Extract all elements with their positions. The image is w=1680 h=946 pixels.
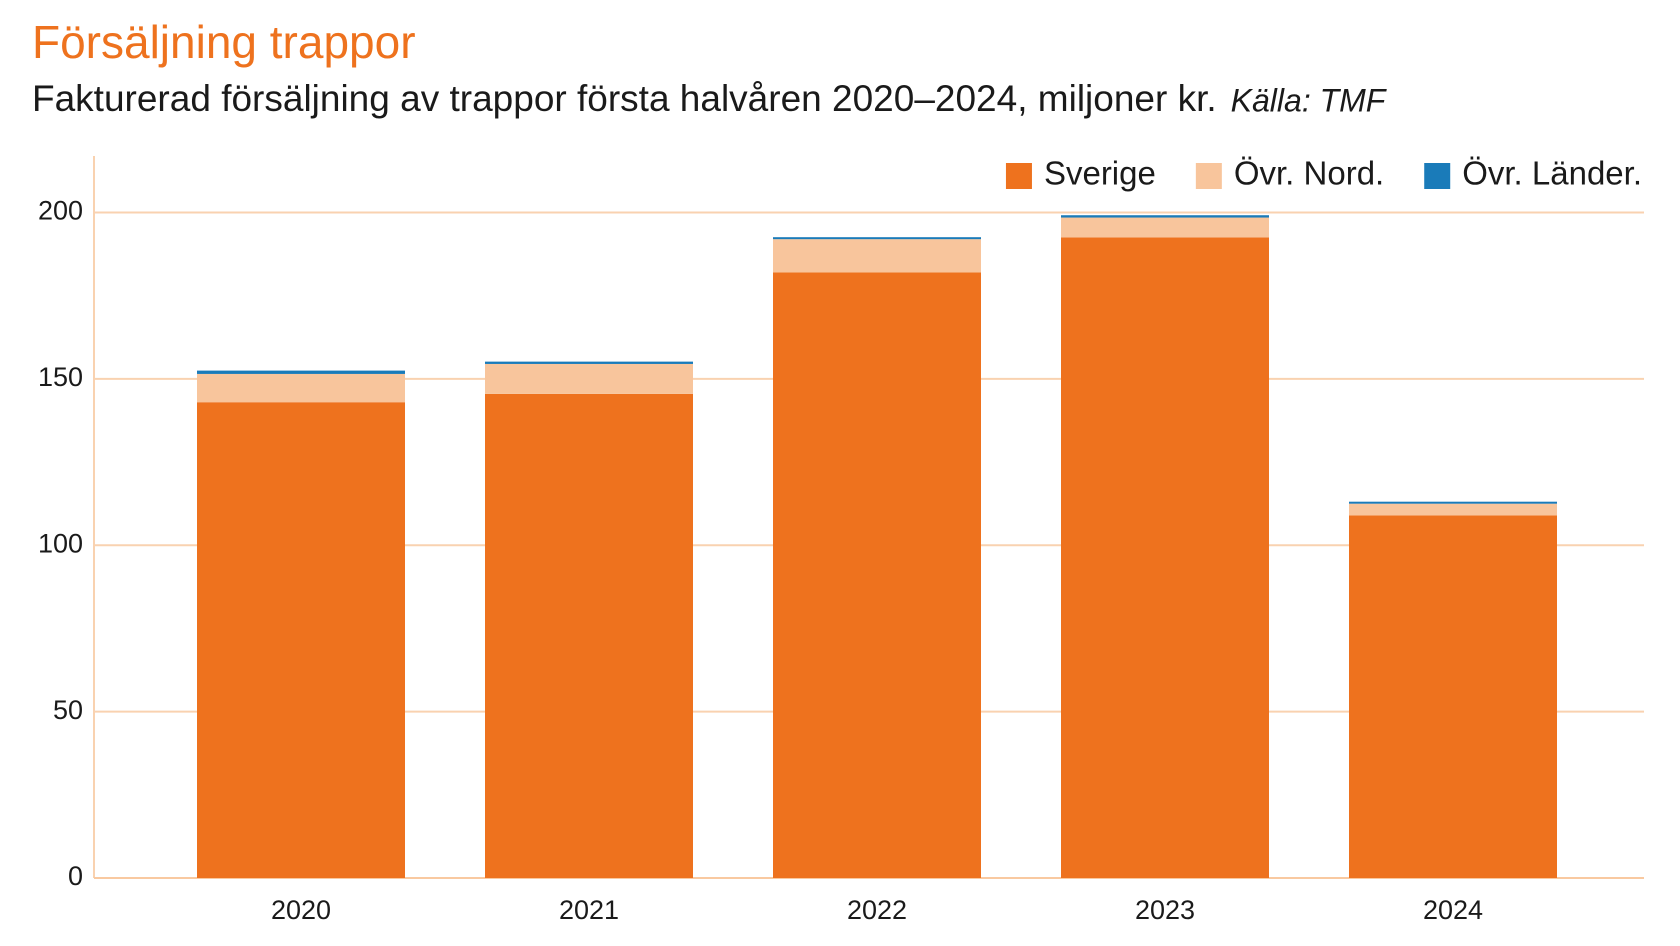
y-tick-label: 150 (38, 362, 83, 392)
bar-segment (1061, 237, 1269, 879)
bar-segment (1349, 503, 1557, 516)
legend-swatch (1195, 163, 1222, 189)
legend-label: Sverige (1044, 155, 1156, 192)
legend-label: Övr. Nord. (1234, 155, 1384, 192)
bar-segment (1349, 515, 1557, 878)
bar-segment (1061, 217, 1269, 238)
bar-segment (197, 373, 405, 403)
bar-segment (773, 239, 981, 273)
y-tick-label: 50 (53, 695, 83, 725)
x-tick-label: 2023 (1135, 895, 1195, 925)
y-tick-label: 0 (68, 861, 83, 891)
bar-segment (197, 370, 405, 374)
bar-segment (773, 237, 981, 240)
y-tick-label: 200 (38, 196, 83, 226)
bar-segment (1061, 215, 1269, 218)
x-tick-label: 2024 (1423, 895, 1483, 925)
x-tick-label: 2020 (271, 895, 331, 925)
legend-swatch (1005, 163, 1032, 189)
bar-segment (485, 361, 693, 364)
x-tick-label: 2021 (559, 895, 619, 925)
legend-swatch (1424, 163, 1451, 189)
chart-title: Försäljning trappor (32, 16, 416, 68)
chart-subtitle: Fakturerad försäljning av trappor första… (32, 78, 1217, 119)
x-tick-label: 2022 (847, 895, 907, 925)
legend-label: Övr. Länder. (1462, 155, 1642, 192)
bar-segment (485, 363, 693, 394)
source: Källa: TMF (1231, 82, 1388, 118)
bar-segment (773, 272, 981, 878)
bar-segment (485, 393, 693, 878)
bar-segment (1349, 501, 1557, 504)
bar-segment (197, 402, 405, 878)
y-tick-label: 100 (38, 528, 83, 558)
